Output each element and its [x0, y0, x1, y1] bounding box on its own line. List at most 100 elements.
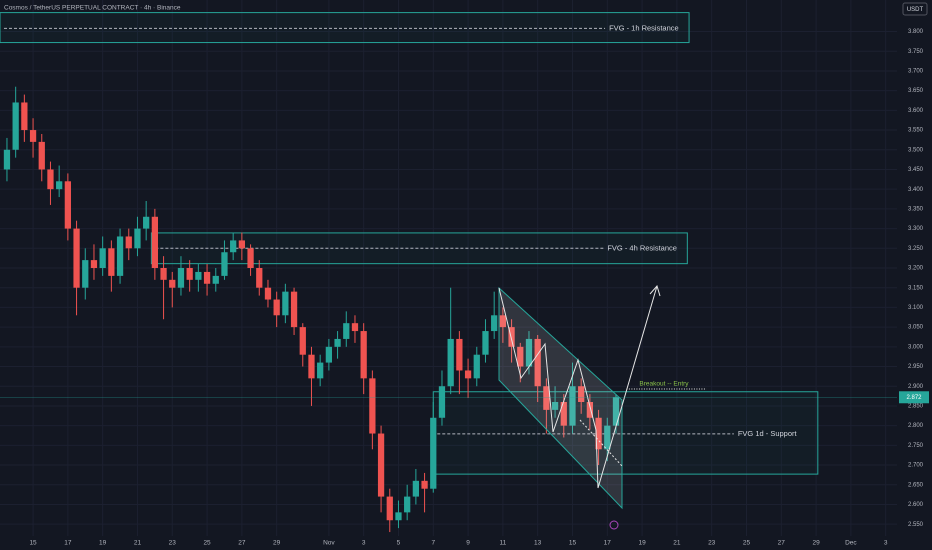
- y-tick-label: 3.100: [908, 305, 924, 311]
- candle-body: [404, 496, 411, 513]
- candle-body: [308, 354, 315, 379]
- falling-channel: [498, 286, 623, 510]
- fvg-zone: [0, 12, 690, 44]
- candle-body: [177, 268, 185, 288]
- candle-body: [21, 102, 28, 131]
- event-icon: [609, 520, 619, 530]
- candle-body: [343, 323, 350, 339]
- candle-body: [325, 346, 333, 363]
- candle-body: [491, 315, 498, 332]
- unit-box: [902, 2, 928, 16]
- x-tick-label: 11: [500, 540, 507, 547]
- y-tick-label: 3.800: [908, 29, 924, 35]
- x-tick-label: Dec: [845, 540, 857, 547]
- candle-body: [447, 338, 454, 387]
- axes: 2.550 2.600 2.650 2.700 2.750 2.800 2.850 2.900…: [29, 29, 929, 547]
- candle-body: [395, 512, 402, 521]
- x-tick-label: 9: [466, 540, 470, 547]
- candle-body: [369, 378, 376, 434]
- candle-body: [3, 149, 11, 170]
- candle-body: [517, 346, 524, 367]
- y-tick-label: 2.750: [908, 443, 924, 449]
- candle-body: [543, 386, 550, 410]
- candle-body: [482, 331, 489, 355]
- candle-body: [282, 291, 289, 316]
- y-tick-label: 2.950: [908, 364, 924, 370]
- candle-body: [82, 260, 89, 288]
- candle-body: [160, 268, 167, 280]
- x-tick-label: 17: [64, 540, 72, 547]
- y-tick-label: 3.550: [908, 128, 924, 134]
- candle-body: [169, 279, 176, 288]
- candle-body: [64, 181, 71, 229]
- zone-label: FVG - 4h Resistance: [607, 243, 677, 252]
- candle-body: [212, 275, 219, 284]
- candle-body: [221, 252, 228, 276]
- candle-body: [421, 480, 428, 489]
- zone-label: FVG 1d - Support: [738, 429, 798, 438]
- y-tick-label: 3.650: [908, 88, 924, 94]
- x-tick-label: 27: [778, 540, 786, 547]
- candle-body: [56, 181, 63, 190]
- last-price-label: 2.872: [906, 395, 922, 401]
- y-tick-label: 3.750: [908, 49, 924, 55]
- candle-body: [456, 338, 463, 371]
- zone-label: FVG - 1h Resistance: [609, 23, 679, 32]
- y-tick-label: 3.500: [908, 147, 924, 153]
- candle-body: [386, 496, 393, 521]
- pattern-drawing: [498, 284, 661, 530]
- candle-body: [508, 327, 515, 347]
- y-tick-label: 2.850: [908, 404, 924, 410]
- x-tick-label: 19: [99, 540, 107, 547]
- breakout-label: Breakout -- Entry: [639, 381, 689, 388]
- candle-body: [256, 268, 263, 288]
- candle-body: [351, 323, 359, 332]
- y-tick-label: 3.400: [908, 187, 924, 193]
- unit: USDT: [907, 7, 924, 13]
- y-tick-label: 2.700: [908, 463, 924, 469]
- candle-body: [438, 386, 446, 418]
- last-price-box: [899, 391, 929, 404]
- candle-body: [317, 362, 324, 379]
- x-tick-label: 23: [708, 540, 716, 547]
- candle-body: [12, 102, 19, 150]
- candle-body: [143, 216, 150, 229]
- annotations: Breakout -- Entry: [0, 381, 897, 398]
- y-tick-label: 3.450: [908, 167, 924, 173]
- x-tick-label: 7: [431, 540, 435, 547]
- x-tick-label: 25: [743, 540, 751, 547]
- y-tick-label: 2.550: [908, 522, 924, 528]
- candle-body: [299, 327, 306, 355]
- candle-body: [90, 260, 98, 268]
- candle-body: [612, 397, 620, 426]
- candle-body: [290, 291, 298, 328]
- candle-body: [38, 141, 45, 170]
- x-tick-label: 17: [604, 540, 612, 547]
- y-tick-label: 2.900: [908, 384, 924, 390]
- y-tick-label: 3.150: [908, 285, 924, 291]
- x-tick-label: 3: [884, 540, 888, 547]
- candle-body: [151, 216, 158, 268]
- candle-body: [29, 130, 37, 142]
- x-tick-label: 15: [29, 540, 37, 547]
- candle-body: [203, 271, 211, 284]
- x-tick-label: 27: [238, 540, 246, 547]
- y-tick-label: 3.350: [908, 206, 924, 212]
- candle-body: [560, 402, 567, 426]
- x-tick-label: 5: [397, 540, 401, 547]
- candle-body: [195, 271, 202, 280]
- candle-body: [73, 228, 80, 288]
- candle-body: [569, 386, 576, 426]
- candle-body: [230, 240, 237, 253]
- zigzag: [498, 285, 658, 489]
- y-tick-label: 3.300: [908, 226, 924, 232]
- x-tick-label: 13: [534, 540, 542, 547]
- candle-body: [47, 169, 54, 190]
- candle-body: [377, 433, 385, 497]
- x-tick-label: 15: [569, 540, 577, 547]
- x-tick-label: 21: [134, 540, 142, 547]
- x-tick-label: 19: [638, 540, 646, 547]
- price-axis: [897, 0, 932, 550]
- candle-body: [525, 338, 533, 367]
